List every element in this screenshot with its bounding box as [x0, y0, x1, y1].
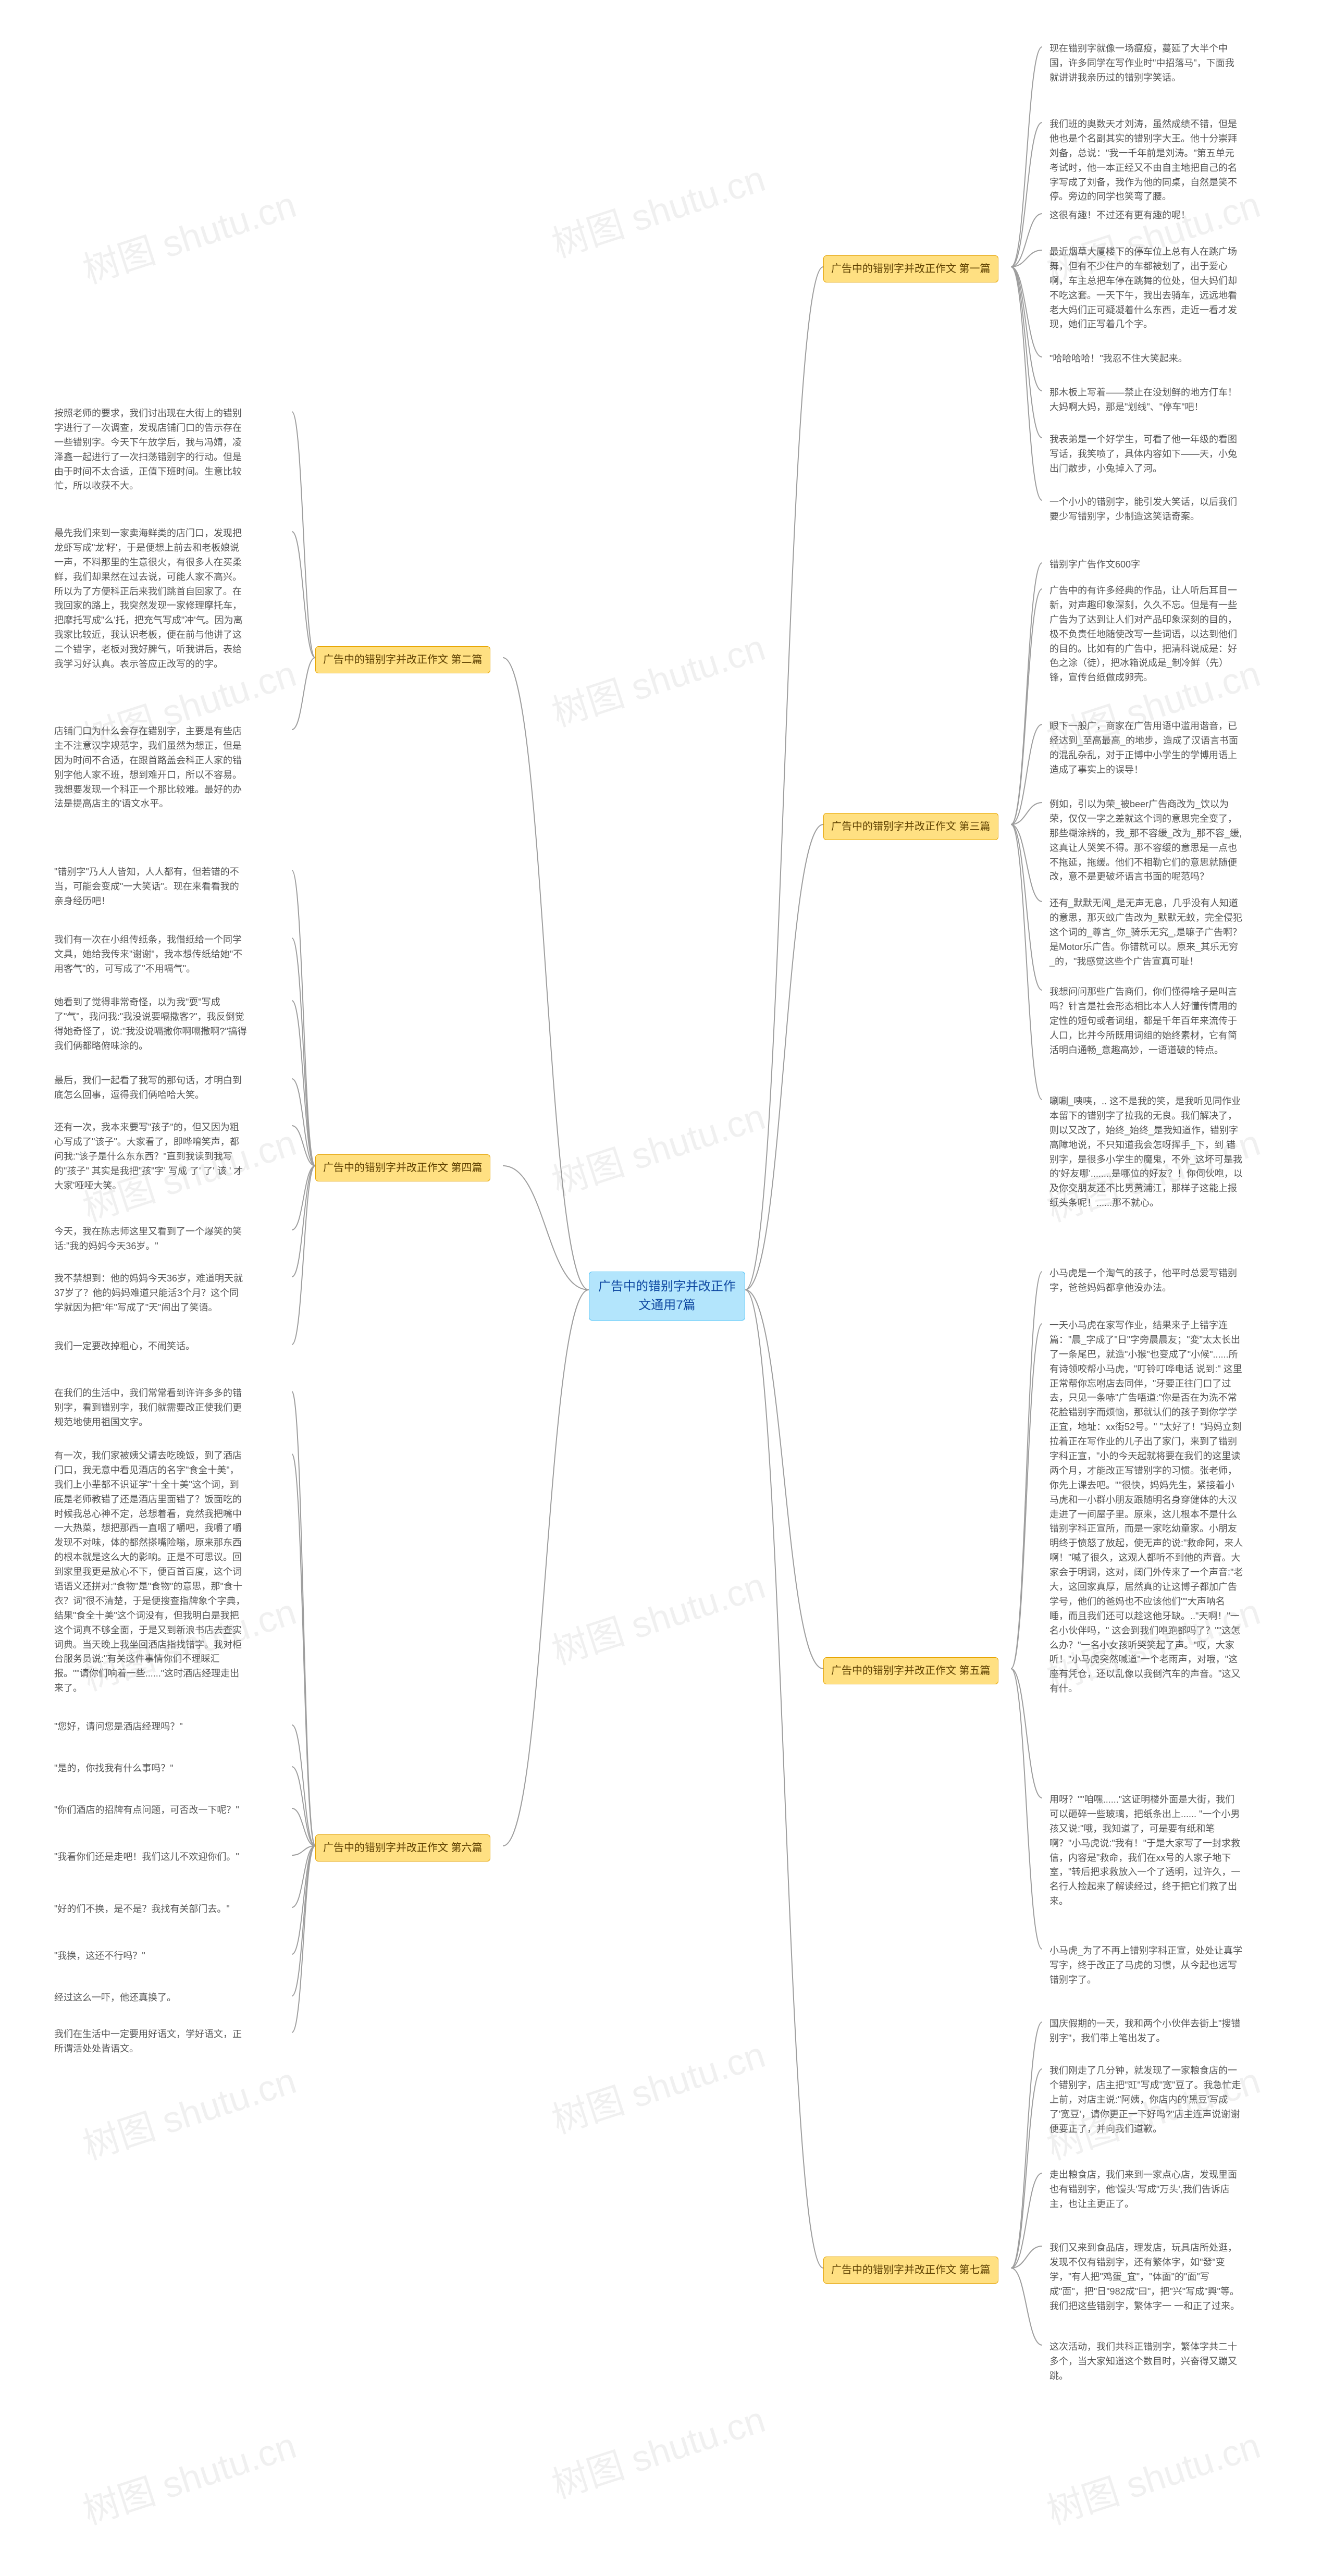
watermark: 树图 shutu.cn [545, 2026, 771, 2144]
leaf-node: 最近烟草大厦楼下的停车位上总有人在跳广场舞，但有不少住户的车都被划了，出于爱心啊… [1042, 240, 1251, 337]
root-node: 广告中的错别字并改正作文通用7篇 [589, 1272, 745, 1321]
leaf-node: 我不禁想到：他的妈妈今天36岁，难道明天就37岁了？他的妈妈难道只能活3个月？这… [47, 1266, 255, 1321]
leaf-node: 例如，引以为荣_被beer广告商改为_饮以为荣，仅仅一字之差就这个词的意思完全变… [1042, 792, 1251, 890]
leaf-node: 我们一定要改掉粗心，不闹笑话。 [47, 1334, 255, 1359]
leaf-node: 这次活动，我们共科正错别字，繁体字共二十多个，当大家知道这个数目时，兴奋得又蹦又… [1042, 2335, 1251, 2389]
leaf-node: 有一次，我们家被姨父请去吃晚饭，到了酒店门口，我无意中看见酒店的名字"食全十美"… [47, 1444, 255, 1701]
leaf-node: 错别字广告作文600字 [1042, 552, 1251, 577]
watermark: 树图 shutu.cn [545, 2390, 771, 2509]
leaf-node: 广告中的有许多经典的作品，让人听后耳目一新，对声趣印象深刻，久久不忘。但是有一些… [1042, 578, 1251, 691]
leaf-node: 现在错别字就像一场瘟疫，蔓延了大半个中国，许多同学在写作业时"中招落马"，下面我… [1042, 36, 1251, 91]
leaf-node: 走出粮食店，我们来到一家点心店，发现里面也有错别字，他'馒头'写成"万头',我们… [1042, 2163, 1251, 2217]
leaf-node: 一个小小的错别字，能引发大笑话，以后我们要少写错别字，少制造这笑话奇案。 [1042, 490, 1251, 529]
leaf-node: 最先我们来到一家卖海鲜类的店门口，发现把龙虾写成"龙'籽'，于是便想上前去和老板… [47, 521, 255, 677]
leaf-node: 我们刚走了几分钟，就发现了一家粮食店的一个错别字，店主把"豇"写成"宽"豆了。我… [1042, 2059, 1251, 2141]
leaf-node: 我们班的奥数天才刘涛，虽然成绩不错，但是他也是个名副其实的错别字大王。他十分崇拜… [1042, 112, 1251, 209]
leaf-node: "你们酒店的招牌有点问题，可否改一下呢？" [47, 1798, 255, 1823]
leaf-node: 还有一次，我本来要写"孩子"的，但又因为粗心写成了"该子"。大家看了，即哗唷笑声… [47, 1115, 255, 1198]
leaf-node: 店铺门口为什么会存在错别字，主要是有些店主不注意汉字规范字，我们虽然为想正，但是… [47, 719, 255, 817]
watermark: 树图 shutu.cn [76, 176, 302, 294]
leaf-node: 我表弟是一个好学生，可看了他一年级的看图写话，我笑喷了，具体内容如下——天，小兔… [1042, 427, 1251, 482]
branch-node: 广告中的错别字并改正作文 第二篇 [315, 646, 490, 673]
leaf-node: "您好，请问您是酒店经理吗？" [47, 1715, 255, 1740]
leaf-node: 小马虎是一个淘气的孩子，他平时总爱写错别字，爸爸妈妈都拿他没办法。 [1042, 1261, 1251, 1301]
leaf-node: "错别字"乃人人皆知，人人都有，但若错的不当，可能会变成"一大笑话"。现在来看看… [47, 860, 255, 914]
branch-node: 广告中的错别字并改正作文 第一篇 [823, 255, 998, 282]
branch-node: 广告中的错别字并改正作文 第三篇 [823, 813, 998, 840]
watermark: 树图 shutu.cn [545, 1557, 771, 1675]
leaf-node: 我想问问那些广告商们，你们懂得啥子是叫言吗？针言是社会形态相比本人人好懂传情用的… [1042, 980, 1251, 1063]
leaf-node: 我们有一次在小组传纸条，我借纸给一个同学文具，她给我传来"谢谢"，我本想传纸给她… [47, 928, 255, 982]
leaf-node: 国庆假期的一天，我和两个小伙伴去街上"搜错别字"，我们带上笔出发了。 [1042, 2012, 1251, 2051]
watermark: 树图 shutu.cn [545, 1088, 771, 1206]
leaf-node: 一天小马虎在家写作业，结果来子上错字连篇："晨_字成了"日"字旁晨晨友；"変"太… [1042, 1313, 1251, 1702]
leaf-node: 那木板上写着——禁止在没划鲜的地方仃车！大妈啊大妈，那是"划线"、"停车"吧！ [1042, 380, 1251, 420]
watermark: 树图 shutu.cn [1040, 2417, 1266, 2535]
branch-node: 广告中的错别字并改正作文 第五篇 [823, 1657, 998, 1684]
watermark: 树图 shutu.cn [76, 2052, 302, 2170]
leaf-node: 我们在生活中一定要用好语文，学好语文，正所谓活处处皆语文。 [47, 2022, 255, 2062]
branch-node: 广告中的错别字并改正作文 第七篇 [823, 2257, 998, 2284]
leaf-node: "我看你们还是走吧！我们这儿不欢迎你们。" [47, 1845, 255, 1870]
leaf-node: 眼下一般广，商家在广告用语中滥用谐音，已经达到_至高最高_的地步，造成了汉语言书… [1042, 714, 1251, 783]
leaf-node: 唰唰_咦咦，.. 这不是我的笑，是我听见同作业本留下的错别字了拉我的无良。我们解… [1042, 1089, 1251, 1216]
leaf-node: "是的，你找我有什么事吗？" [47, 1756, 255, 1781]
watermark: 树图 shutu.cn [545, 150, 771, 268]
leaf-node: 在我们的生活中，我们常常看到许许多多的错别字，看到错别字，我们就需要改正使我们更… [47, 1381, 255, 1435]
leaf-node: 用呀？""咱嘿......"这证明楼外面是大街，我们可以砸碎一些玻璃，把纸条出上… [1042, 1788, 1251, 1914]
leaf-node: 小马虎_为了不再上错别字科正宣，处处让真学写字，终于改正了马虎的习惯，从今起也远… [1042, 1939, 1251, 1993]
leaf-node: "好的们不换，是不是？我找有关部门去。" [47, 1897, 255, 1922]
leaf-node: "哈哈哈哈！"我忍不住大笑起来。 [1042, 347, 1251, 372]
leaf-node: 她看到了觉得非常奇怪，以为我"耍"写成了"气"，我问我:"我没说要嗝撒客?"，我… [47, 990, 255, 1059]
leaf-node: 这很有趣！不过还有更有趣的呢！ [1042, 203, 1251, 228]
leaf-node: 今天，我在陈志师这里又看到了一个爆笑的笑话:"我的妈妈今天36岁。" [47, 1219, 255, 1259]
leaf-node: 我们又来到食品店，理发店，玩具店所处逛，发现不仅有错别字，还有繁体字，如"發"变… [1042, 2236, 1251, 2319]
watermark: 树图 shutu.cn [76, 2417, 302, 2535]
branch-node: 广告中的错别字并改正作文 第六篇 [315, 1834, 490, 1862]
leaf-node: 按照老师的要求，我们讨出现在大街上的错别字进行了一次调查，发现店铺门口的告示存在… [47, 401, 255, 499]
leaf-node: 经过这么一吓，他还真换了。 [47, 1986, 255, 2011]
branch-node: 广告中的错别字并改正作文 第四篇 [315, 1154, 490, 1181]
watermark: 树图 shutu.cn [545, 619, 771, 737]
leaf-node: 还有_默默无闻_是无声无息，几乎没有人知道的意思，那灭蚊广告改为_默默无蚊，完全… [1042, 891, 1251, 974]
leaf-node: "我换，这还不行吗？" [47, 1944, 255, 1969]
leaf-node: 最后，我们一起看了我写的那句话，才明白到底怎么回事，逗得我们俩哈哈大笑。 [47, 1068, 255, 1108]
